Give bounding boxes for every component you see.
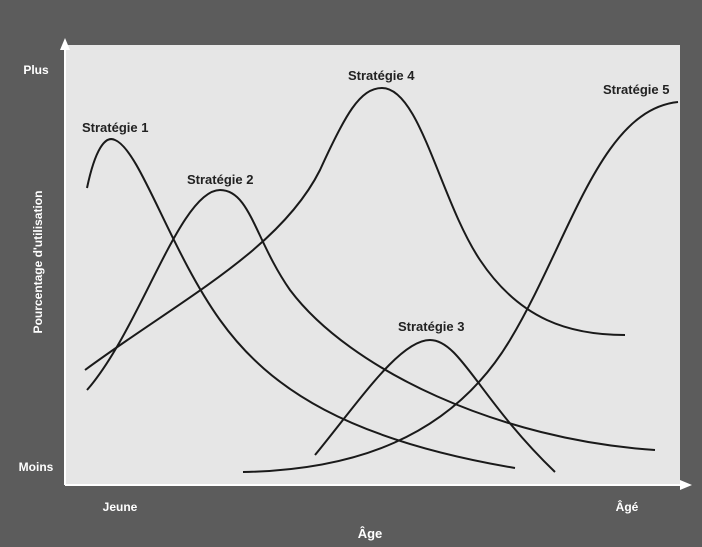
curve-label: Stratégie 3 [398, 319, 464, 334]
x-left-label: Jeune [103, 500, 138, 514]
y-bottom-label: Moins [19, 460, 54, 474]
y-top-label: Plus [23, 63, 49, 77]
x-axis-label: Âge [358, 526, 383, 541]
curve [314, 338, 556, 473]
x-right-label: Âgé [616, 499, 639, 514]
curve-label: Stratégie 1 [82, 120, 148, 135]
curve-label: Stratégie 4 [348, 68, 415, 83]
y-arrow [60, 38, 70, 50]
y-axis-label: Pourcentage d'utilisation [31, 191, 45, 334]
curve [86, 138, 516, 469]
curve [84, 86, 626, 371]
plot-area [65, 45, 680, 485]
curve [242, 101, 679, 473]
x-arrow [680, 480, 692, 490]
curve-label: Stratégie 5 [603, 82, 669, 97]
curve-label: Stratégie 2 [187, 172, 253, 187]
